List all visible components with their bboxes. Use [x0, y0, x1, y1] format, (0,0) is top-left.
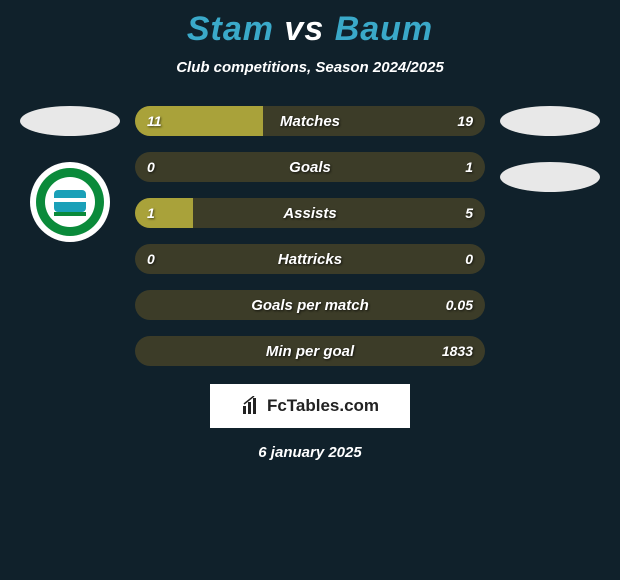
right-avatar-column	[490, 106, 610, 192]
stat-right-value: 0.05	[446, 297, 473, 313]
player1-name: Stam	[187, 10, 274, 48]
stat-label: Assists	[135, 205, 485, 222]
comparison-title: Stam vs Baum	[0, 10, 620, 49]
stat-right-value: 5	[465, 205, 473, 221]
date: 6 january 2025	[0, 444, 620, 461]
stats-bars: 11Matches190Goals11Assists50Hattricks0Go…	[135, 106, 485, 366]
stat-right-value: 19	[457, 113, 473, 129]
stat-bar: Min per goal1833	[135, 336, 485, 366]
stat-label: Matches	[135, 113, 485, 130]
player2-club-placeholder	[500, 162, 600, 192]
player1-avatar-placeholder	[20, 106, 120, 136]
stats-icon	[241, 396, 261, 416]
stat-bar: 0Goals1	[135, 152, 485, 182]
stat-label: Min per goal	[135, 343, 485, 360]
groningen-badge-icon	[30, 162, 110, 242]
player2-name: Baum	[335, 10, 433, 48]
stat-bar: 0Hattricks0	[135, 244, 485, 274]
stat-bar: 1Assists5	[135, 198, 485, 228]
player1-club-badge	[30, 162, 110, 242]
left-avatar-column	[10, 106, 130, 242]
content: 11Matches190Goals11Assists50Hattricks0Go…	[0, 106, 620, 461]
fctables-logo: FcTables.com	[210, 384, 410, 428]
vs-text: vs	[284, 10, 324, 48]
stat-right-value: 1	[465, 159, 473, 175]
stat-label: Hattricks	[135, 251, 485, 268]
stat-right-value: 1833	[442, 343, 473, 359]
fctables-text: FcTables.com	[267, 396, 379, 416]
stat-label: Goals	[135, 159, 485, 176]
player2-avatar-placeholder	[500, 106, 600, 136]
subtitle: Club competitions, Season 2024/2025	[0, 59, 620, 76]
stat-label: Goals per match	[135, 297, 485, 314]
stat-bar: 11Matches19	[135, 106, 485, 136]
stat-bar: Goals per match0.05	[135, 290, 485, 320]
stat-right-value: 0	[465, 251, 473, 267]
